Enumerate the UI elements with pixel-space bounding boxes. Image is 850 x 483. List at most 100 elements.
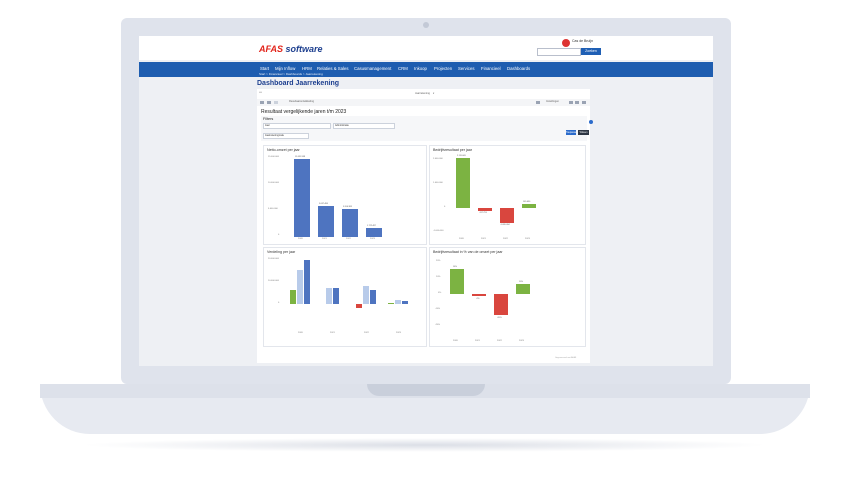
- bar-2021-b[interactable]: [326, 288, 332, 304]
- x-tick: 2021: [481, 238, 486, 240]
- x-tick: 2020: [459, 238, 464, 240]
- nav-item-mijn-inflow[interactable]: Mijn Inflow: [275, 66, 296, 71]
- nav-item-services[interactable]: Services: [458, 66, 475, 71]
- user-avatar-icon[interactable]: [562, 39, 570, 47]
- x-tick: 2023: [525, 238, 530, 240]
- bar-2023[interactable]: [516, 284, 530, 294]
- y-tick: 15.000.000: [268, 156, 279, 158]
- y-tick: 0%: [438, 292, 442, 294]
- nav-item-inkoop[interactable]: Inkoop: [414, 66, 427, 71]
- grid-icon[interactable]: [267, 101, 271, 104]
- x-tick: 2021: [475, 340, 480, 342]
- filter-administratie-label: Administratie: [335, 123, 349, 127]
- data-label: -117.793: [479, 212, 487, 214]
- x-tick: 2022: [497, 340, 502, 342]
- bar-2021[interactable]: [472, 294, 486, 296]
- search-button[interactable]: Zoeken: [581, 48, 601, 55]
- nav-item-hrm[interactable]: HRM: [302, 66, 312, 71]
- breadcrumb[interactable]: Start > Financieel > Dashboards > Jaarre…: [259, 72, 323, 76]
- nav-item-relaties-sales[interactable]: Relaties & Sales: [317, 66, 349, 71]
- filters-label: Filters: [263, 117, 274, 121]
- y-tick: -1.000.000: [433, 230, 444, 232]
- bar-2022[interactable]: [500, 208, 514, 223]
- nav-item-crm[interactable]: CRM: [398, 66, 408, 71]
- toolbar: Resultaatontwikkeling Instellingen: [257, 99, 590, 106]
- laptop-shadow: [80, 438, 770, 452]
- y-tick: 10.000.000: [268, 280, 279, 282]
- filter-jaar-label: Jaar: [265, 123, 270, 127]
- bar-2023[interactable]: [366, 228, 382, 237]
- chart-title: Bedrijfsresultaat per jaar: [433, 148, 472, 152]
- laptop-notch: [367, 384, 485, 396]
- afas-logo[interactable]: AFAS software: [259, 44, 323, 54]
- filter-jaarrekeningcode-label: Jaarrekeningcode: [265, 133, 285, 137]
- search-input[interactable]: [537, 48, 581, 56]
- user-name[interactable]: Cas de Bruijn: [572, 39, 594, 43]
- y-tick: 5.000.000: [268, 208, 278, 210]
- bar-2022-b[interactable]: [363, 286, 369, 304]
- bar-2021-c[interactable]: [333, 288, 339, 304]
- x-tick: 2022: [503, 238, 508, 240]
- data-label: 2.115.009: [457, 155, 466, 157]
- chart-title: Netto-omzet per jaar: [267, 148, 300, 152]
- next-icon[interactable]: [575, 101, 579, 104]
- menu-dots-icon[interactable]: •••: [259, 91, 262, 94]
- data-label: -20%: [497, 317, 502, 319]
- data-label: 5.637.484: [319, 203, 328, 205]
- bar-2020-b[interactable]: [297, 270, 303, 304]
- chart-title: Verdeling per jaar: [267, 250, 296, 254]
- bar-2022-a[interactable]: [356, 304, 362, 308]
- bar-2020-a[interactable]: [290, 290, 296, 304]
- bar-2022-c[interactable]: [370, 290, 376, 304]
- x-tick: 2023: [396, 332, 401, 334]
- bar-2023[interactable]: [522, 204, 536, 208]
- data-label: -2%: [476, 298, 480, 300]
- bar-2022[interactable]: [342, 209, 358, 237]
- reset-button[interactable]: Wissen: [578, 130, 589, 135]
- list-icon[interactable]: [260, 101, 264, 104]
- x-tick: 2023: [370, 238, 375, 240]
- info-icon[interactable]: [589, 120, 593, 124]
- filter-administratie-input[interactable]: [333, 123, 395, 129]
- nav-item-financieel[interactable]: Financieel: [481, 66, 501, 71]
- y-tick: 20.000.000: [268, 258, 279, 260]
- bar-2020[interactable]: [450, 269, 464, 294]
- chevron-down-icon[interactable]: ▾: [433, 92, 435, 95]
- dashboard-content: ••• Jaarrekening ▾ Resultaatontwikkeling…: [257, 89, 593, 363]
- back-icon[interactable]: [274, 101, 278, 104]
- y-tick: 10.000.000: [268, 182, 279, 184]
- bar-2023-c[interactable]: [402, 301, 408, 304]
- data-label: 5.206.383: [343, 206, 352, 208]
- bar-2023-b[interactable]: [395, 300, 401, 304]
- y-tick: 1.000.000: [433, 182, 443, 184]
- nav-item-dashboards[interactable]: Dashboards: [507, 66, 531, 71]
- bar-2020[interactable]: [456, 158, 470, 208]
- bar-2023-a[interactable]: [388, 303, 394, 304]
- x-tick: 2023: [519, 340, 524, 342]
- bar-2021[interactable]: [478, 208, 492, 211]
- chart-bedrijfsresultaat: Bedrijfsresultaat per jaar 2.000.000 1.0…: [429, 145, 586, 245]
- prev-icon[interactable]: [569, 101, 573, 104]
- y-tick: 0: [278, 302, 280, 304]
- y-tick: -10%: [435, 308, 441, 310]
- apply-button[interactable]: Toepassen: [566, 130, 578, 135]
- bar-2020-c[interactable]: [304, 260, 310, 304]
- chart-resultaat-percentage: Bedrijfsresultaat in % van de omzet per …: [429, 247, 586, 347]
- y-tick: 0: [278, 234, 280, 236]
- fullscreen-icon[interactable]: [582, 101, 586, 104]
- filter-jaar-input[interactable]: [263, 123, 331, 129]
- nav-item-start[interactable]: Start: [260, 66, 270, 71]
- chart-icon[interactable]: [536, 101, 540, 104]
- nav-item-projecten[interactable]: Projecten: [434, 66, 453, 71]
- x-tick: 2022: [346, 238, 351, 240]
- settings-label[interactable]: Instellingen: [546, 100, 560, 103]
- data-label: 13.431.988: [295, 156, 306, 158]
- bar-2021[interactable]: [318, 206, 334, 237]
- x-tick: 2020: [298, 238, 303, 240]
- bar-2020[interactable]: [294, 159, 310, 237]
- bar-2022[interactable]: [494, 294, 508, 315]
- filter-jaarrekeningcode-input[interactable]: [263, 133, 309, 139]
- nav-item-casusmanagement[interactable]: Casusmanagement: [354, 66, 392, 71]
- x-tick: 2020: [453, 340, 458, 342]
- view-select[interactable]: Jaarrekening: [415, 92, 430, 95]
